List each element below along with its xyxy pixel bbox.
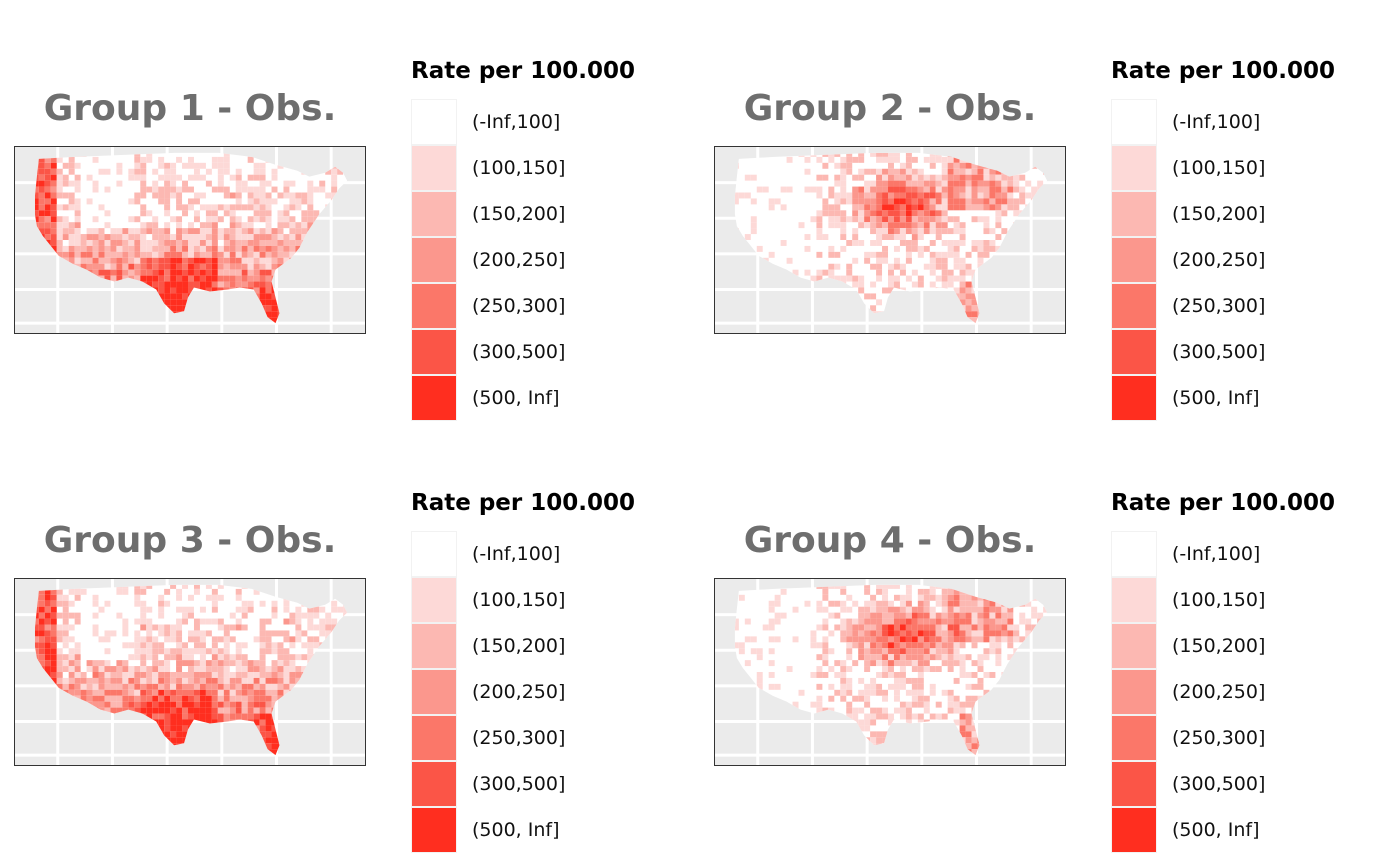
legend-label: (150,200]	[1172, 635, 1266, 657]
legend-label: (200,250]	[472, 681, 566, 703]
legend-label: (100,150]	[472, 589, 566, 611]
map-title: Group 1 - Obs.	[43, 88, 337, 129]
legend-swatch	[1111, 145, 1157, 191]
legend-label: (250,300]	[472, 727, 566, 749]
legend-label: (250,300]	[1172, 727, 1266, 749]
legend-label: (-Inf,100]	[1172, 543, 1261, 565]
legend-swatch	[1111, 283, 1157, 329]
legend-label: (300,500]	[472, 341, 566, 363]
legend-swatch	[1111, 375, 1157, 421]
legend-swatch	[1111, 531, 1157, 577]
legend-label: (500, Inf]	[1172, 819, 1260, 841]
legend-swatch	[411, 99, 457, 145]
legend-swatch	[411, 669, 457, 715]
map-panel: Group 2 - Obs. Rate per 100.000 (-Inf,100]…	[700, 0, 1400, 432]
legend-label: (300,500]	[472, 773, 566, 795]
legend-swatch	[411, 761, 457, 807]
map-title: Group 4 - Obs.	[743, 520, 1037, 561]
legend-label: (-Inf,100]	[1172, 111, 1261, 133]
legend-label: (150,200]	[1172, 203, 1266, 225]
us-county-map	[14, 578, 366, 766]
legend-swatch	[1111, 99, 1157, 145]
legend-swatch	[1111, 329, 1157, 375]
legend-label: (-Inf,100]	[472, 111, 561, 133]
legend-swatch	[1111, 623, 1157, 669]
legend-title: Rate per 100.000	[411, 490, 636, 516]
legend-label: (200,250]	[472, 249, 566, 271]
us-county-map	[714, 578, 1066, 766]
us-county-map	[714, 146, 1066, 334]
legend-title: Rate per 100.000	[1111, 58, 1336, 84]
legend-label: (500, Inf]	[472, 819, 560, 841]
legend-label: (150,200]	[472, 635, 566, 657]
legend-label: (100,150]	[1172, 157, 1266, 179]
legend-swatch	[411, 531, 457, 577]
legend-label: (100,150]	[472, 157, 566, 179]
legend-label: (300,500]	[1172, 341, 1266, 363]
legend-swatch	[411, 715, 457, 761]
us-county-map	[14, 146, 366, 334]
legend-label: (200,250]	[1172, 681, 1266, 703]
legend-swatch	[411, 145, 457, 191]
legend-title: Rate per 100.000	[411, 58, 636, 84]
legend-swatch	[1111, 237, 1157, 283]
legend-label: (100,150]	[1172, 589, 1266, 611]
legend-label: (300,500]	[1172, 773, 1266, 795]
map-panel: Group 3 - Obs. Rate per 100.000 (-Inf,100]…	[0, 432, 700, 864]
legend-label: (500, Inf]	[1172, 387, 1260, 409]
legend-label: (200,250]	[1172, 249, 1266, 271]
legend-swatch	[411, 283, 457, 329]
legend-swatch	[411, 375, 457, 421]
legend-label: (150,200]	[472, 203, 566, 225]
legend-swatch	[1111, 761, 1157, 807]
map-title: Group 3 - Obs.	[43, 520, 337, 561]
legend-swatch	[411, 329, 457, 375]
legend-swatch	[411, 577, 457, 623]
legend-swatch	[1111, 715, 1157, 761]
map-panel: Group 1 - Obs. Rate per 100.000 (-Inf,100]…	[0, 0, 700, 432]
legend-title: Rate per 100.000	[1111, 490, 1336, 516]
map-panel: Group 4 - Obs. Rate per 100.000 (-Inf,100]…	[700, 432, 1400, 864]
map-title: Group 2 - Obs.	[743, 88, 1037, 129]
legend-swatch	[1111, 669, 1157, 715]
legend-label: (-Inf,100]	[472, 543, 561, 565]
legend-label: (250,300]	[472, 295, 566, 317]
legend-swatch	[1111, 577, 1157, 623]
legend-swatch	[411, 807, 457, 853]
legend-swatch	[411, 237, 457, 283]
legend-swatch	[1111, 191, 1157, 237]
legend-label: (500, Inf]	[472, 387, 560, 409]
legend-swatch	[411, 623, 457, 669]
legend-swatch	[1111, 807, 1157, 853]
legend-swatch	[411, 191, 457, 237]
legend-label: (250,300]	[1172, 295, 1266, 317]
